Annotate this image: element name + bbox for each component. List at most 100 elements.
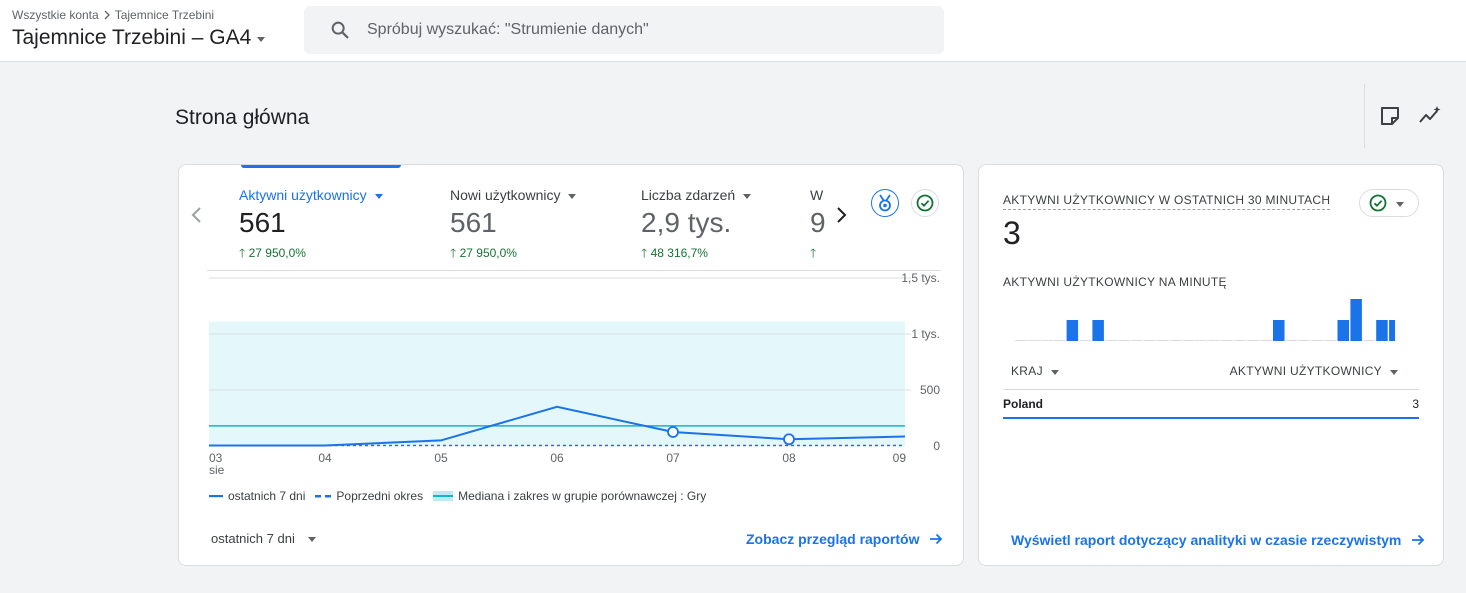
minute-bar[interactable] [1273,320,1285,341]
top-bar: Wszystkie konta Tajemnice Trzebini Tajem… [0,0,1466,62]
chevron-right-icon[interactable] [831,203,851,227]
property-selector[interactable]: Tajemnice Trzebini – GA4 [12,26,266,50]
minute-bar[interactable] [1066,320,1079,341]
caret-down-icon [1396,201,1404,207]
data-point [783,433,795,446]
range-swatch [433,491,454,501]
users-line-chart: 0 500 1 tys. 1,5 tys. 03 04 05 06 07 08 09 sie [208,271,940,477]
minute-bar-empty [1105,340,1117,341]
search-bar[interactable]: Spróbuj wyszukać: "Strumienie danych" [304,6,944,54]
x-tick-label: 09 [893,451,907,465]
caret-down-icon [307,537,316,542]
minute-bar-empty [1311,340,1324,341]
minute-bar[interactable] [1337,320,1350,341]
minute-bar-empty [1208,340,1220,341]
metric-value: 561 [239,207,286,238]
chart-legend: ostatnich 7 dni Poprzedni okres Mediana … [209,489,716,503]
metric-label: Aktywni użytkownicy [239,187,383,203]
arrow-up-icon: 🡑 [641,246,648,260]
data-quality-status[interactable] [911,189,939,217]
minute-bar-empty [1027,340,1040,341]
minute-bar-empty [1221,340,1233,341]
legend-previous[interactable]: Poprzedni okres [315,489,423,503]
benchmark-medal-icon[interactable] [871,189,899,217]
metric-label: Liczba zdarzeń [641,187,752,203]
metric-tab-event-count[interactable]: Liczba zdarzeń 2,9 tys. 🡑 48 316,7% [641,187,752,265]
legend-current[interactable]: ostatnich 7 dni [209,489,305,503]
minute-bar[interactable] [1376,320,1388,341]
metric-value: 561 [450,207,497,238]
chevron-left-icon[interactable] [187,203,207,227]
active-tab-indicator [241,165,401,168]
property-name: Tajemnice Trzebini – GA4 [12,26,252,49]
x-tick-label: 04 [318,451,332,465]
insights-trend-icon[interactable] [1418,104,1442,128]
breadcrumb-accounts[interactable]: Wszystkie konta [12,8,99,22]
caret-down-icon [374,193,383,199]
view-reports-link[interactable]: Zobacz przegląd raportów [746,531,943,547]
caret-down-icon [743,193,752,199]
caret-down-icon [1390,369,1398,375]
metric-change: 🡑 48 316,7% [641,246,708,260]
minute-bar-empty [1053,340,1066,341]
x-tick-label: 07 [666,451,680,465]
arrow-up-icon: 🡑 [810,246,817,260]
y-tick-label: 1 tys. [911,327,940,341]
minute-bar[interactable] [1350,299,1362,341]
minute-bar-empty [1247,340,1259,341]
metric-value: 2,9 tys. [641,207,732,238]
dashed-line-swatch [315,495,332,498]
date-range-selector[interactable]: ostatnich 7 dni [211,531,316,546]
search-icon [331,21,349,39]
medal-icon [879,194,891,212]
y-tick-label: 0 [933,439,940,453]
metric-change: 🡑 27 950,0% [450,246,517,260]
legend-benchmark[interactable]: Mediana i zakres w grupie porównawczej :… [433,489,706,503]
minute-bar[interactable] [1389,320,1395,341]
chevron-right-icon [104,10,110,20]
x-tick-label: 08 [782,451,796,465]
chart-separator [207,270,941,271]
realtime-status-dropdown[interactable] [1359,189,1419,217]
metric-label: W [810,187,824,203]
realtime-title[interactable]: AKTYWNI UŻYTKOWNICY W OSTATNICH 30 MINUT… [1003,193,1331,210]
minute-bar-empty [1015,340,1027,341]
y-tick-label: 500 [920,383,940,397]
minute-bar-empty [1234,340,1246,341]
check-circle-icon [916,194,934,212]
x-tick-label: 03 [209,451,223,465]
x-tick-label: 05 [434,451,448,465]
minute-bar-empty [1260,340,1272,341]
realtime-report-link[interactable]: Wyświetl raport dotyczący analityki w cz… [1011,532,1425,548]
metric-tab-truncated[interactable]: W 9 🡑 [810,187,825,265]
minute-bar-empty [1195,340,1208,341]
minute-bar-empty [1144,340,1156,341]
x-tick-label: 06 [550,451,564,465]
metric-tab-active-users[interactable]: Aktywni użytkownicy 561 🡑 27 950,0% [239,187,383,265]
breadcrumb-account[interactable]: Tajemnice Trzebini [114,8,215,22]
arrow-up-icon: 🡑 [450,246,457,260]
arrow-right-icon [930,533,943,545]
caret-down-icon [568,193,577,199]
table-row-bar [1003,417,1419,419]
minute-bar-empty [1040,340,1053,341]
minute-bar-empty [1131,340,1143,341]
realtime-value: 3 [1003,215,1021,251]
minute-bar-empty [1298,340,1311,341]
column-header-country[interactable]: KRAJ [1011,364,1059,378]
note-icon[interactable] [1378,104,1402,128]
page-title: Strona główna [175,106,310,129]
minute-bar-empty [1182,340,1195,341]
benchmark-range-band [209,321,905,446]
data-point [667,426,679,438]
column-header-active-users[interactable]: AKTYWNI UŻYTKOWNICY [1230,364,1398,378]
metric-tabs: Aktywni użytkownicy 561 🡑 27 950,0% Nowi… [239,187,825,267]
metric-change: 🡑 27 950,0% [239,246,306,260]
minute-bar-empty [1324,340,1337,341]
table-row-users: 3 [1412,397,1419,411]
metric-tab-new-users[interactable]: Nowi użytkownicy 561 🡑 27 950,0% [450,187,577,265]
breadcrumb: Wszystkie konta Tajemnice Trzebini [12,8,214,22]
minute-bar[interactable] [1092,320,1104,341]
per-minute-title: AKTYWNI UŻYTKOWNICY NA MINUTĘ [1003,275,1227,289]
check-circle-icon [1369,194,1387,212]
